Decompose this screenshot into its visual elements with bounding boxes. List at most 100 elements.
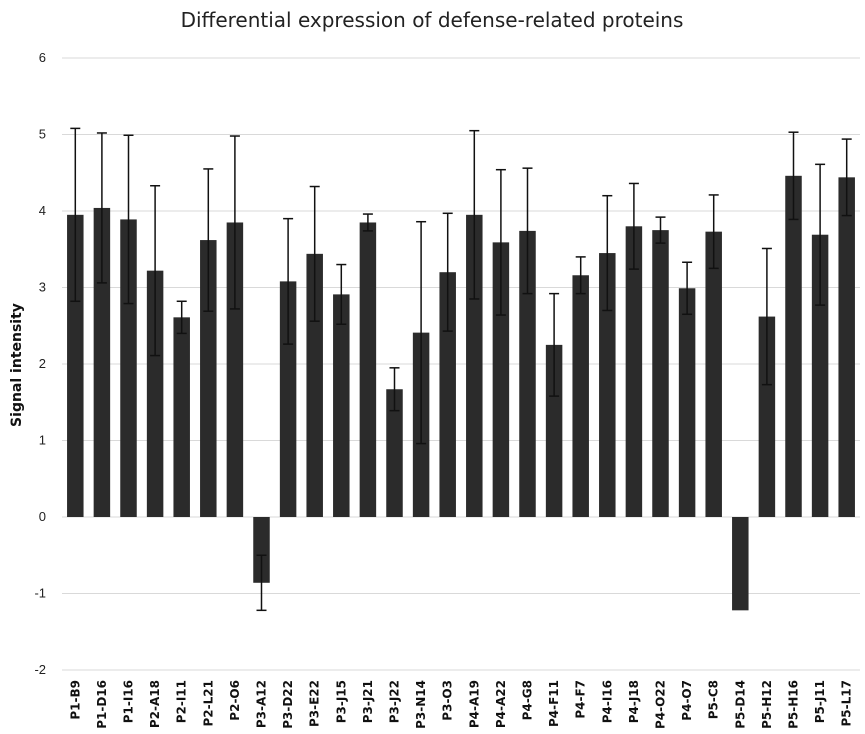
bar-p5-c8: [705, 231, 722, 517]
y-axis-ticks: 6 5 4 3 2 1 0 -1 -2: [34, 50, 46, 677]
error-bar-p4-o7: [682, 261, 693, 316]
bar-p4-f7: [572, 275, 589, 517]
error-bar-p5-l17: [841, 138, 852, 217]
y-tick-label: 1: [39, 433, 46, 448]
error-bar-p3-d22: [283, 217, 294, 345]
bar-p2-a18: [146, 270, 164, 517]
x-tick-label: P3-J22: [388, 680, 402, 723]
bar-p1-b9: [67, 214, 84, 517]
bar-p3-j15: [333, 294, 350, 517]
x-tick-label: P4-O22: [654, 680, 668, 729]
bar-p2-o6: [226, 222, 244, 517]
x-tick-label: P5-D14: [733, 680, 747, 729]
x-tick-label: P4-F11: [547, 680, 561, 727]
x-tick-label: P3-E22: [308, 680, 322, 727]
x-tick-label: P1-D16: [95, 680, 109, 729]
y-tick-label: 5: [39, 127, 46, 142]
bar-p3-d22: [279, 281, 297, 517]
y-tick-label: -2: [34, 662, 46, 677]
error-bar-p4-a22: [495, 168, 506, 316]
bar-p3-e22: [306, 253, 323, 517]
error-bar-p3-a12: [256, 554, 267, 612]
error-bar-p4-f11: [549, 292, 560, 397]
error-bars: [70, 127, 852, 612]
x-tick-label: P5-H16: [787, 680, 801, 729]
x-tick-label: P4-G8: [521, 680, 535, 720]
y-tick-label: 3: [39, 280, 46, 295]
bar-p4-i16: [599, 253, 616, 517]
bar-p4-g8: [519, 230, 536, 517]
x-tick-label: P2-O6: [228, 680, 242, 721]
x-tick-label: P5-L17: [840, 680, 854, 726]
x-tick-label: P3-N14: [414, 680, 428, 729]
x-tick-label: P4-J18: [627, 680, 641, 723]
bar-p5-l17: [838, 177, 855, 517]
error-bar-p2-a18: [150, 185, 161, 357]
bar-p3-a12: [253, 517, 270, 583]
bar-p2-i11: [173, 317, 190, 517]
x-tick-label: P5-J11: [813, 680, 827, 723]
bar-p4-o7: [678, 288, 696, 517]
bar-p3-j21: [359, 222, 377, 517]
error-bar-p1-b9: [70, 127, 81, 303]
x-tick-label: P2-A18: [148, 680, 162, 728]
error-bar-p4-a19: [469, 129, 480, 300]
bar-p1-i16: [120, 219, 137, 518]
x-tick-label: P1-I16: [122, 680, 136, 723]
y-tick-label: 4: [39, 203, 46, 218]
x-tick-label: P3-A12: [255, 680, 269, 728]
error-bar-p2-o6: [229, 135, 240, 310]
bar-p3-o3: [439, 272, 456, 517]
bar-p5-d14: [732, 517, 749, 611]
x-tick-label: P2-L21: [201, 680, 215, 726]
bar-p4-o22: [652, 230, 669, 517]
error-bar-p5-j11: [815, 163, 826, 306]
x-tick-label: P5-C8: [707, 680, 721, 719]
x-tick-label: P4-A22: [494, 680, 508, 728]
error-bar-p5-h12: [761, 247, 772, 386]
error-bar-p1-d16: [96, 132, 107, 284]
x-tick-label: P4-I16: [600, 680, 614, 723]
x-tick-label: P3-J15: [334, 680, 348, 723]
x-tick-label: P3-O3: [441, 680, 455, 721]
y-tick-label: 2: [39, 356, 46, 371]
error-bar-p4-i16: [602, 194, 613, 312]
error-bar-p1-i16: [123, 134, 134, 305]
error-bar-p5-c8: [708, 194, 719, 270]
bar-p4-f11: [545, 344, 563, 517]
error-bar-p3-j22: [389, 367, 400, 412]
y-tick-label: -1: [34, 586, 46, 601]
chart-title: Differential expression of defense-relat…: [181, 8, 684, 32]
bar-p3-j22: [386, 389, 403, 517]
bar-p5-h12: [758, 316, 776, 517]
error-bar-p5-h16: [788, 131, 799, 221]
bar-p2-l21: [200, 240, 217, 517]
bar-p4-a19: [466, 214, 483, 517]
error-bar-p3-j15: [336, 263, 347, 325]
x-tick-label: P2-I11: [175, 680, 189, 723]
x-tick-label: P4-O7: [680, 680, 694, 721]
bar-p5-h16: [785, 175, 802, 517]
bars: [67, 175, 855, 611]
x-axis-ticks: P1-B9 P1-D16 P1-I16 P2-A18 P2-I11 P2-L21 P2-O6…: [68, 680, 853, 729]
x-tick-label: P4-A19: [467, 680, 481, 728]
error-bar-p4-o22: [655, 216, 666, 244]
x-tick-label: P3-D22: [281, 680, 295, 729]
error-bar-p2-i11: [176, 300, 187, 335]
y-tick-label: 6: [39, 50, 46, 65]
bar-p4-j18: [625, 226, 643, 518]
error-bar-p4-f7: [575, 256, 586, 295]
x-tick-label: P5-H12: [760, 680, 774, 729]
error-bar-p4-g8: [522, 167, 533, 295]
x-tick-label: P3-J21: [361, 680, 375, 723]
error-bar-p4-j18: [628, 182, 639, 270]
y-axis-label: Signal intensity: [9, 303, 25, 427]
x-tick-label: P1-B9: [68, 680, 82, 720]
y-tick-label: 0: [39, 509, 46, 524]
bar-p1-d16: [93, 207, 111, 517]
error-bar-p3-j21: [362, 213, 373, 232]
error-bar-p2-l21: [203, 168, 214, 312]
bar-p4-a22: [492, 242, 510, 518]
gridlines: [62, 57, 860, 671]
